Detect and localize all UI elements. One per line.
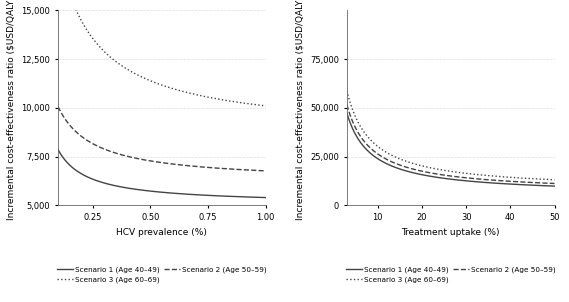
X-axis label: HCV prevalence (%): HCV prevalence (%) — [117, 227, 207, 236]
Legend: Scenario 1 (Age 40–49), Scenario 3 (Age 60–69), Scenario 2 (Age 50–59): Scenario 1 (Age 40–49), Scenario 3 (Age … — [54, 264, 270, 286]
Y-axis label: Incremental cost-effectiveness ratio ($USD/QALY): Incremental cost-effectiveness ratio ($U… — [296, 0, 304, 220]
Legend: Scenario 1 (Age 40–49), Scenario 3 (Age 60–69), Scenario 2 (Age 50–59): Scenario 1 (Age 40–49), Scenario 3 (Age … — [343, 264, 558, 286]
X-axis label: Treatment uptake (%): Treatment uptake (%) — [402, 227, 500, 236]
Y-axis label: Incremental cost-effectiveness ratio ($USD/QALY): Incremental cost-effectiveness ratio ($U… — [7, 0, 16, 220]
